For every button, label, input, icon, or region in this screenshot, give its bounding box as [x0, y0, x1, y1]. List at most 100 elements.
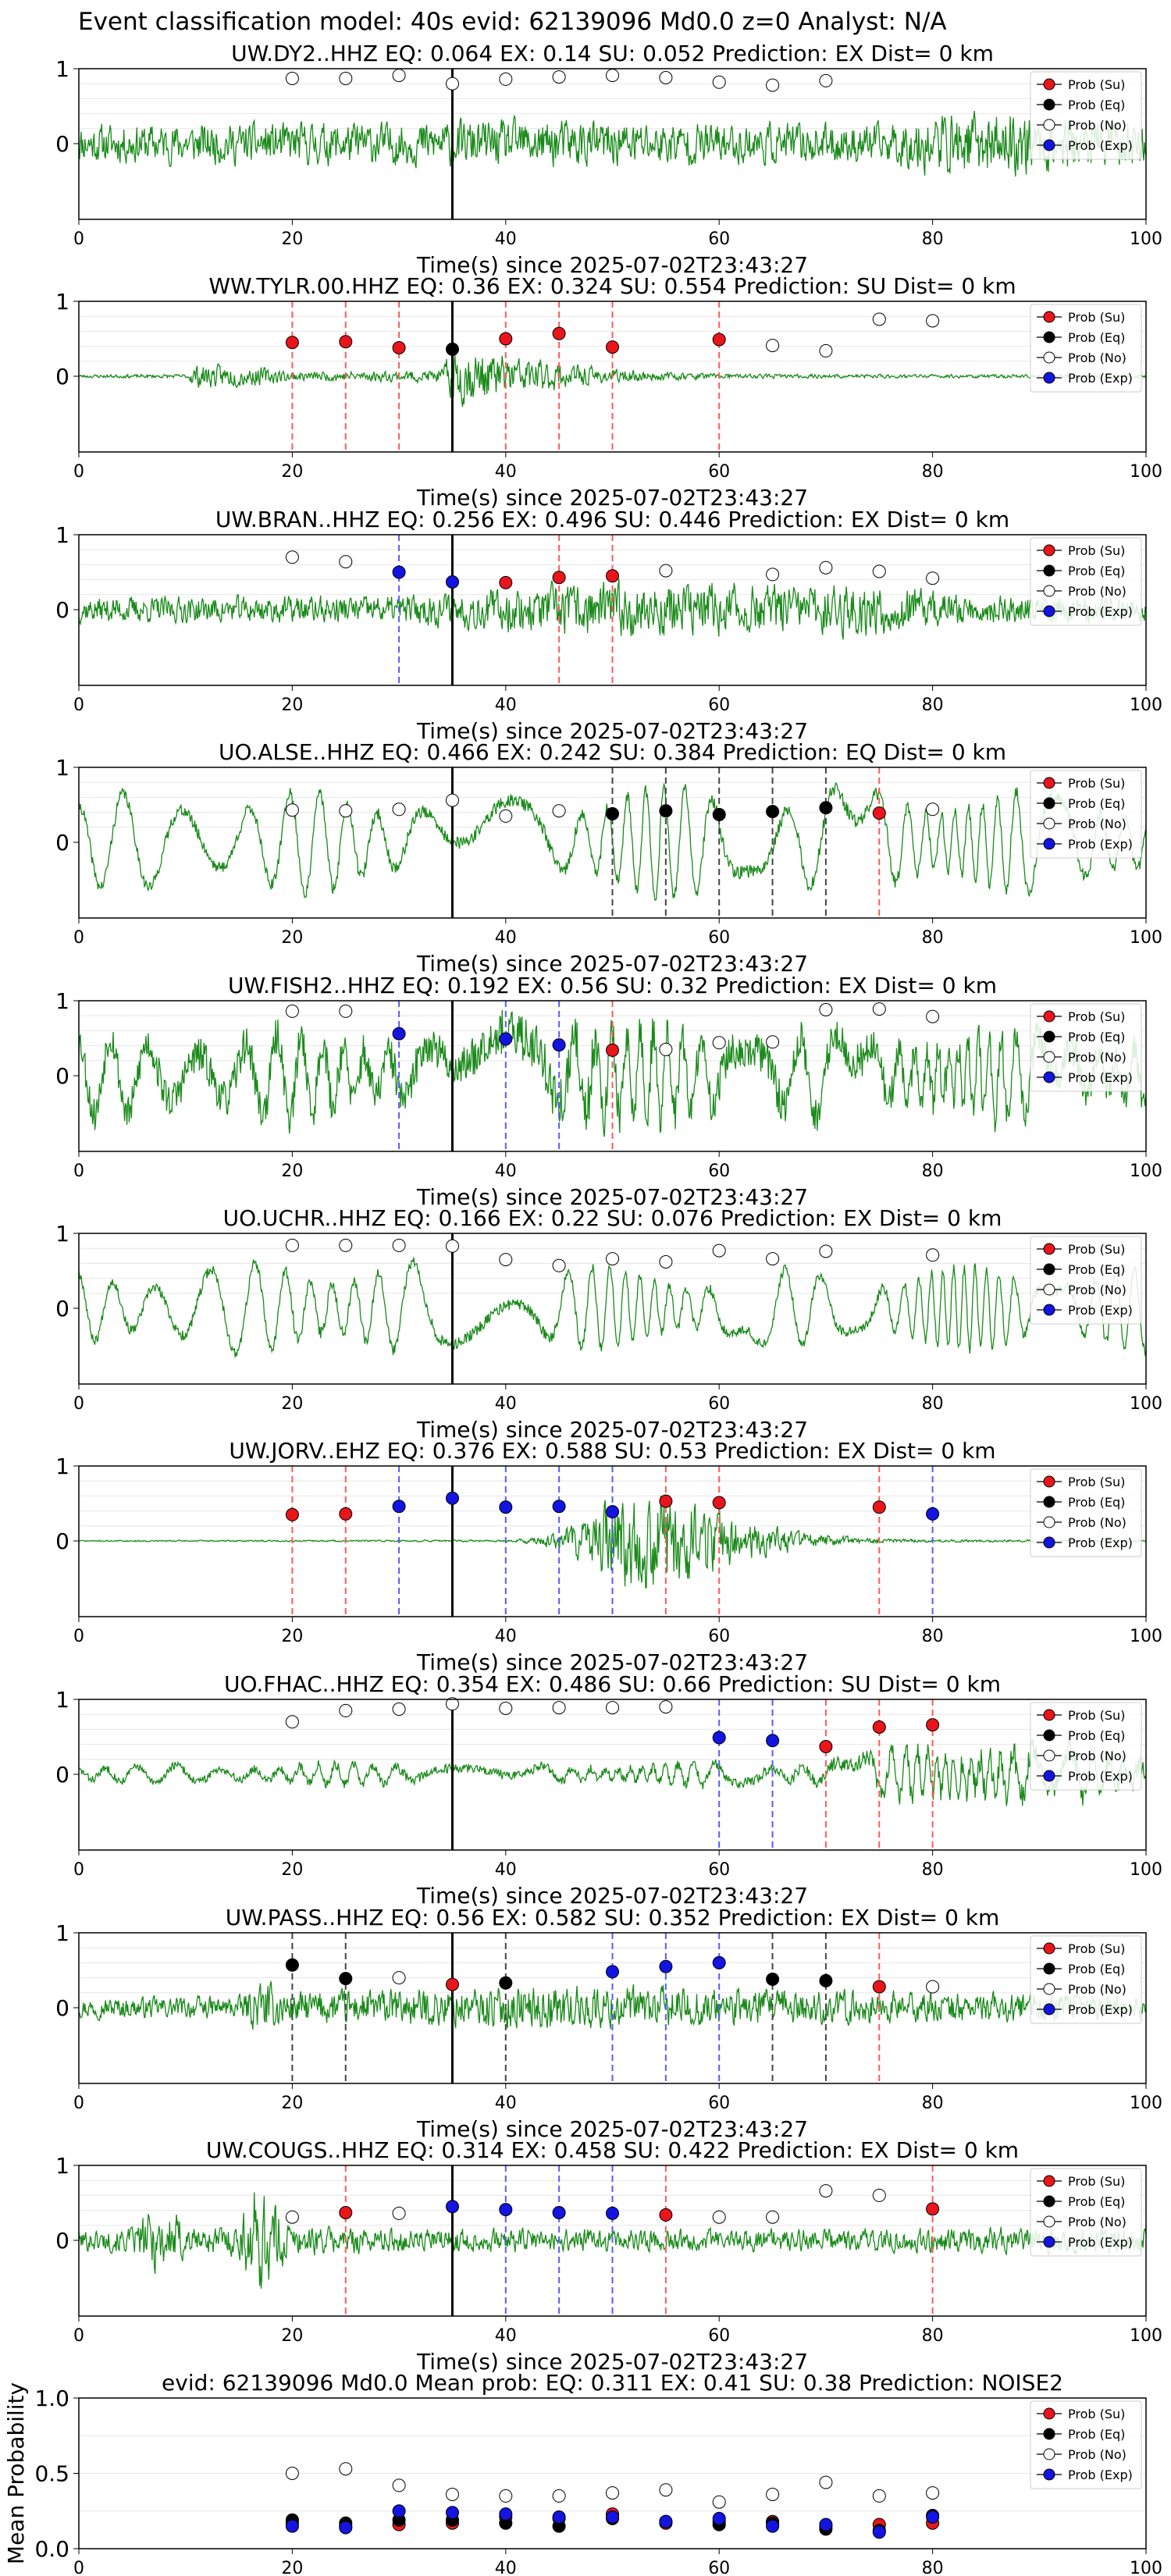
legend-marker-su [1043, 1010, 1055, 1023]
x-tick-label: 0 [73, 1162, 84, 1181]
y-tick-label: 1 [55, 56, 69, 82]
legend-label-eq: Prob (Eq) [1068, 2194, 1125, 2209]
prob-su-marker [872, 1720, 886, 1734]
legend-label-eq: Prob (Eq) [1068, 564, 1125, 578]
panel-title: evid: 62139096 Md0.0 Mean prob: EQ: 0.31… [162, 2370, 1063, 2396]
legend-label-exp: Prob (Exp) [1068, 837, 1133, 852]
legend-label-exp: Prob (Exp) [1068, 371, 1133, 386]
prob-no-marker [659, 1255, 673, 1268]
x-axis-label: Time(s) since 2025-07-02T23:43:27 [416, 1649, 808, 1675]
legend-marker-su [1043, 777, 1055, 789]
prob-exp-marker [392, 2504, 406, 2518]
legend-label-eq: Prob (Eq) [1068, 1262, 1125, 1277]
x-axis-label: Time(s) since 2025-07-02T23:43:27 [416, 2349, 808, 2375]
x-tick-label: 80 [922, 229, 944, 249]
panel-title: UO.UCHR..HHZ EQ: 0.166 EX: 0.22 SU: 0.07… [223, 1205, 1002, 1231]
x-axis-label: Time(s) since 2025-07-02T23:43:27 [416, 1184, 808, 1210]
x-tick-label: 40 [495, 2559, 517, 2576]
legend: Prob (Su) Prob (Eq) Prob (No) Prob (Exp) [1030, 2400, 1142, 2489]
prob-no-marker [446, 793, 459, 807]
y-tick-label: 0 [55, 1063, 69, 1089]
x-tick-label: 80 [922, 2559, 944, 2576]
prob-no-marker [926, 571, 940, 585]
prob-su-marker [926, 2202, 940, 2216]
waveform-trace [79, 354, 1147, 407]
prob-exp-marker [499, 2203, 513, 2217]
legend-marker-su [1043, 1475, 1055, 1488]
legend-label-no: Prob (No) [1068, 1515, 1127, 1530]
prob-su-marker [446, 1977, 459, 1991]
legend-label-eq: Prob (Eq) [1068, 98, 1125, 112]
legend-box [1030, 2168, 1142, 2257]
legend-box [1030, 304, 1142, 393]
legend-label-exp: Prob (Exp) [1068, 1070, 1133, 1085]
legend-marker-su [1043, 2407, 1055, 2420]
prob-eq-marker [766, 805, 780, 819]
x-tick-label: 100 [1130, 1627, 1162, 1646]
legend-marker-su [1043, 1709, 1055, 1721]
y-tick-label: 0.5 [34, 2461, 69, 2487]
y-tick-label: 1 [55, 1920, 69, 1946]
x-tick-label: 80 [922, 1162, 944, 1181]
legend-label-su: Prob (Su) [1068, 2407, 1125, 2421]
legend-marker-su [1043, 2175, 1055, 2187]
prob-exp-marker [606, 2206, 619, 2220]
legend-label-su: Prob (Su) [1068, 1242, 1125, 1257]
prob-no-marker [339, 2462, 353, 2476]
legend-marker-exp [1043, 1770, 1055, 1782]
prob-no-marker [339, 1703, 353, 1717]
prob-eq-marker [819, 1973, 833, 1987]
legend-marker-eq [1043, 1030, 1055, 1043]
legend-marker-exp [1043, 838, 1055, 850]
prob-no-marker [392, 1703, 406, 1716]
x-axis-label: Time(s) since 2025-07-02T23:43:27 [416, 1883, 808, 1909]
legend-marker-eq [1043, 2195, 1055, 2208]
prob-su-marker [552, 571, 566, 585]
x-tick-label: 20 [281, 2559, 303, 2576]
x-tick-label: 0 [73, 229, 84, 249]
x-tick-label: 60 [708, 1162, 730, 1181]
x-tick-label: 40 [495, 1860, 517, 1880]
prob-exp-marker [926, 1507, 940, 1521]
legend-box [1030, 71, 1142, 160]
legend-label-eq: Prob (Eq) [1068, 796, 1125, 811]
x-axis-label: Time(s) since 2025-07-02T23:43:27 [416, 2116, 808, 2142]
y-tick-label: 1 [55, 1453, 69, 1479]
waveform-trace [78, 111, 1147, 177]
x-tick-label: 60 [708, 1394, 730, 1414]
prob-su-marker [285, 336, 299, 350]
prob-no-marker [819, 1003, 833, 1016]
y-tick-label: 0 [55, 1296, 69, 1322]
prob-exp-marker [606, 2510, 619, 2524]
legend-marker-no [1043, 585, 1055, 597]
x-tick-label: 20 [281, 2094, 303, 2113]
legend-marker-no [1043, 817, 1055, 830]
legend-label-no: Prob (No) [1068, 1283, 1127, 1297]
y-tick-label: 0 [55, 364, 69, 390]
prob-no-marker [552, 804, 566, 818]
y-tick-label: 1 [55, 755, 69, 781]
legend-label-no: Prob (No) [1068, 2447, 1127, 2462]
prob-no-marker [659, 1700, 673, 1714]
legend: Prob (Su) Prob (Eq) Prob (No) Prob (Exp) [1030, 537, 1142, 626]
y-tick-label: 0 [55, 1528, 69, 1554]
legend: Prob (Su) Prob (Eq) Prob (No) Prob (Exp) [1030, 304, 1142, 393]
prob-no-marker [552, 70, 566, 84]
legend-marker-eq [1043, 1729, 1055, 1742]
prob-exp-marker [392, 565, 406, 579]
axes-frame [78, 2165, 1147, 2317]
legend-marker-exp [1043, 2003, 1055, 2016]
prob-su-marker [659, 1494, 673, 1508]
x-tick-label: 100 [1130, 462, 1162, 482]
legend-label-exp: Prob (Exp) [1068, 1769, 1133, 1784]
prob-exp-marker [552, 1038, 566, 1052]
prob-eq-marker [499, 1976, 513, 1990]
prob-exp-marker [446, 2200, 459, 2214]
legend-label-exp: Prob (Exp) [1068, 1303, 1133, 1318]
prob-eq-marker [659, 804, 673, 818]
prob-no-marker [392, 1971, 406, 1985]
x-tick-label: 20 [281, 1860, 303, 1880]
prob-no-marker [285, 803, 299, 817]
station-panel-10: UW.COUGS..HHZ EQ: 0.314 EX: 0.458 SU: 0.… [55, 2137, 1162, 2375]
prob-no-marker [659, 564, 673, 578]
